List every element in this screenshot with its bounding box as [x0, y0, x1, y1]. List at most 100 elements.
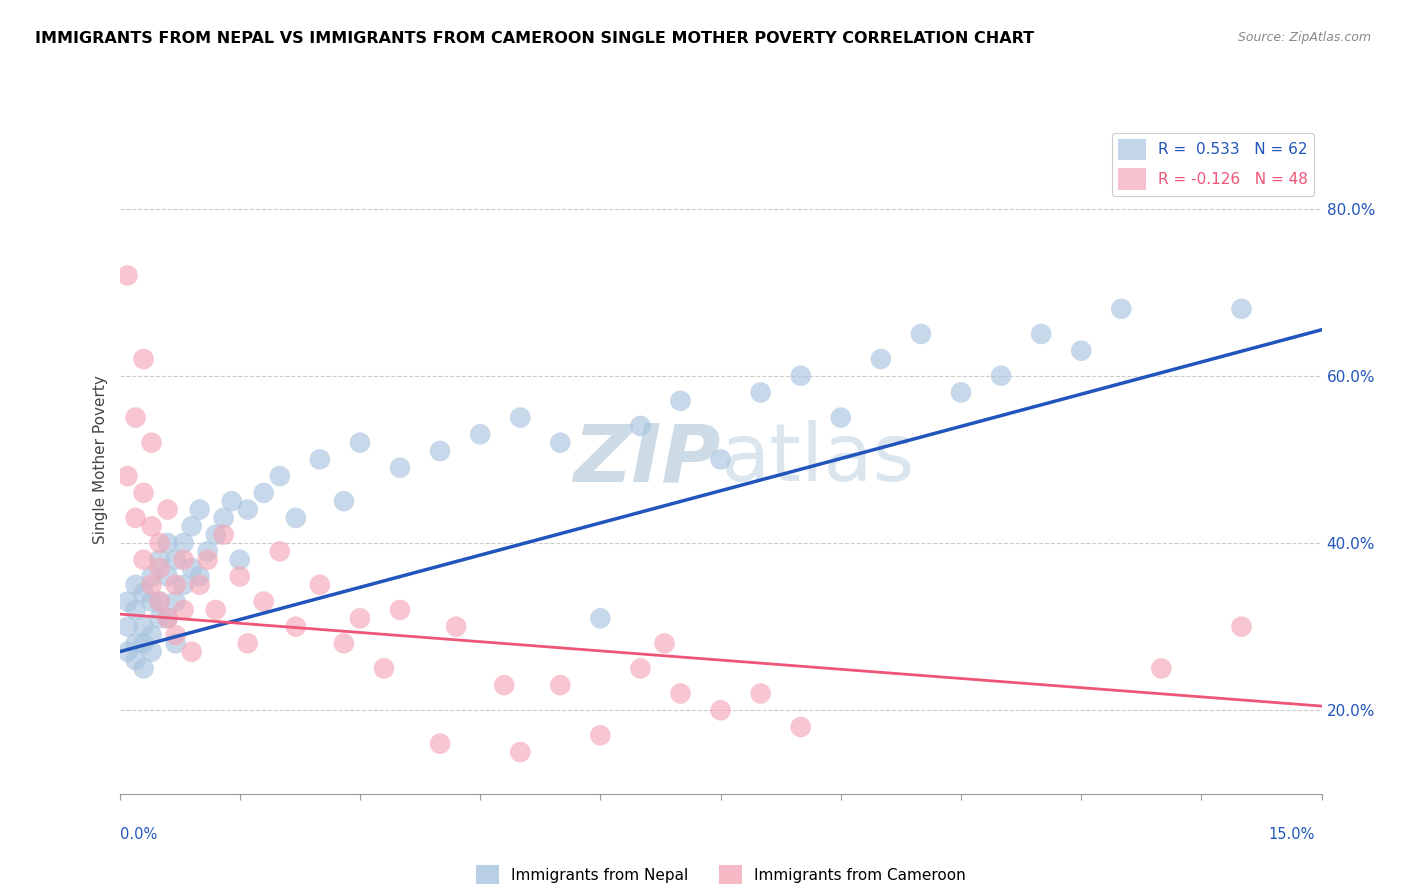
Point — [132, 351, 155, 366]
Point — [173, 578, 195, 592]
Y-axis label: Single Mother Poverty: Single Mother Poverty — [93, 375, 108, 544]
Point — [188, 502, 211, 516]
Point — [149, 552, 172, 567]
Point — [173, 552, 195, 567]
Point — [990, 368, 1012, 383]
Point — [180, 561, 202, 575]
Point — [589, 728, 612, 742]
Point — [188, 569, 211, 583]
Point — [117, 619, 139, 633]
Point — [132, 619, 155, 633]
Point — [269, 469, 291, 483]
Point — [494, 678, 516, 692]
Text: ZIP: ZIP — [574, 420, 720, 499]
Point — [468, 427, 492, 442]
Point — [429, 737, 451, 751]
Point — [197, 552, 219, 567]
Point — [124, 410, 146, 425]
Point — [221, 494, 243, 508]
Point — [149, 611, 172, 625]
Point — [149, 536, 172, 550]
Point — [284, 511, 307, 525]
Point — [117, 594, 139, 608]
Point — [236, 502, 259, 516]
Point — [333, 494, 356, 508]
Point — [124, 603, 146, 617]
Point — [388, 460, 412, 475]
Point — [156, 611, 179, 625]
Point — [124, 636, 146, 650]
Point — [156, 569, 179, 583]
Point — [253, 594, 276, 608]
Point — [709, 452, 731, 467]
Point — [188, 578, 211, 592]
Text: 0.0%: 0.0% — [120, 827, 156, 841]
Point — [388, 603, 412, 617]
Point — [589, 611, 612, 625]
Point — [117, 645, 139, 659]
Point — [180, 645, 202, 659]
Point — [630, 661, 652, 675]
Point — [709, 703, 731, 717]
Point — [124, 511, 146, 525]
Point — [790, 368, 813, 383]
Point — [1230, 619, 1253, 633]
Point — [117, 268, 139, 283]
Point — [173, 536, 195, 550]
Point — [236, 636, 259, 650]
Point — [132, 552, 155, 567]
Point — [910, 326, 932, 341]
Point — [132, 586, 155, 600]
Point — [132, 636, 155, 650]
Text: Source: ZipAtlas.com: Source: ZipAtlas.com — [1237, 31, 1371, 45]
Point — [180, 519, 202, 533]
Point — [141, 519, 163, 533]
Point — [654, 636, 676, 650]
Point — [165, 578, 187, 592]
Point — [333, 636, 356, 650]
Point — [444, 619, 467, 633]
Point — [509, 745, 531, 759]
Point — [228, 552, 252, 567]
Point — [830, 410, 852, 425]
Point — [204, 603, 226, 617]
Point — [669, 393, 692, 408]
Point — [1070, 343, 1092, 358]
Point — [749, 385, 772, 400]
Point — [869, 351, 893, 366]
Point — [141, 628, 163, 642]
Point — [141, 594, 163, 608]
Point — [165, 628, 187, 642]
Point — [156, 536, 179, 550]
Point — [550, 435, 572, 450]
Text: 15.0%: 15.0% — [1268, 827, 1315, 841]
Legend: R =  0.533   N = 62, R = -0.126   N = 48: R = 0.533 N = 62, R = -0.126 N = 48 — [1112, 133, 1315, 195]
Point — [1111, 301, 1133, 316]
Point — [117, 469, 139, 483]
Point — [349, 611, 371, 625]
Point — [790, 720, 813, 734]
Point — [309, 578, 332, 592]
Point — [228, 569, 252, 583]
Point — [509, 410, 531, 425]
Point — [429, 444, 451, 458]
Point — [284, 619, 307, 633]
Point — [630, 418, 652, 433]
Point — [669, 687, 692, 701]
Point — [550, 678, 572, 692]
Point — [749, 687, 772, 701]
Point — [173, 603, 195, 617]
Point — [124, 578, 146, 592]
Point — [156, 611, 179, 625]
Point — [309, 452, 332, 467]
Point — [141, 578, 163, 592]
Text: atlas: atlas — [720, 420, 915, 499]
Point — [1029, 326, 1052, 341]
Point — [156, 502, 179, 516]
Point — [197, 544, 219, 558]
Point — [349, 435, 371, 450]
Point — [124, 653, 146, 667]
Point — [212, 527, 235, 541]
Point — [373, 661, 395, 675]
Text: IMMIGRANTS FROM NEPAL VS IMMIGRANTS FROM CAMEROON SINGLE MOTHER POVERTY CORRELAT: IMMIGRANTS FROM NEPAL VS IMMIGRANTS FROM… — [35, 31, 1035, 46]
